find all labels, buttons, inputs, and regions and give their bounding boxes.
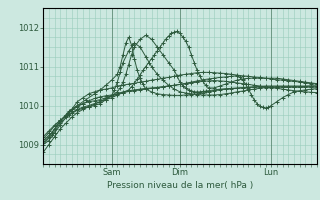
X-axis label: Pression niveau de la mer( hPa ): Pression niveau de la mer( hPa ) — [107, 181, 253, 190]
